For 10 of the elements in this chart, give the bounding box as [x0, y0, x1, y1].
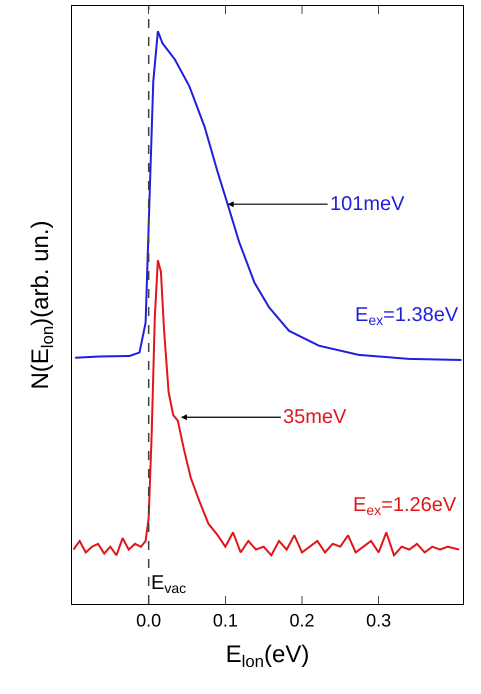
annotation: 35meV — [283, 406, 348, 428]
series-label: E$_{ex}$=1.38eV — [355, 304, 459, 328]
annotation: 101meV — [330, 193, 406, 215]
x-tick-label: 0.2 — [289, 610, 315, 631]
x-tick-label: 0.3 — [366, 610, 392, 631]
series-label: E$_{ex}$=1.26eV — [353, 494, 457, 518]
x-axis-title: E$_{lon}$(eV) — [226, 640, 310, 671]
x-tick-label: 0.0 — [136, 610, 162, 631]
x-tick-label: 0.1 — [212, 610, 238, 631]
ref-line-label: E$_{vac}$ — [151, 572, 186, 596]
